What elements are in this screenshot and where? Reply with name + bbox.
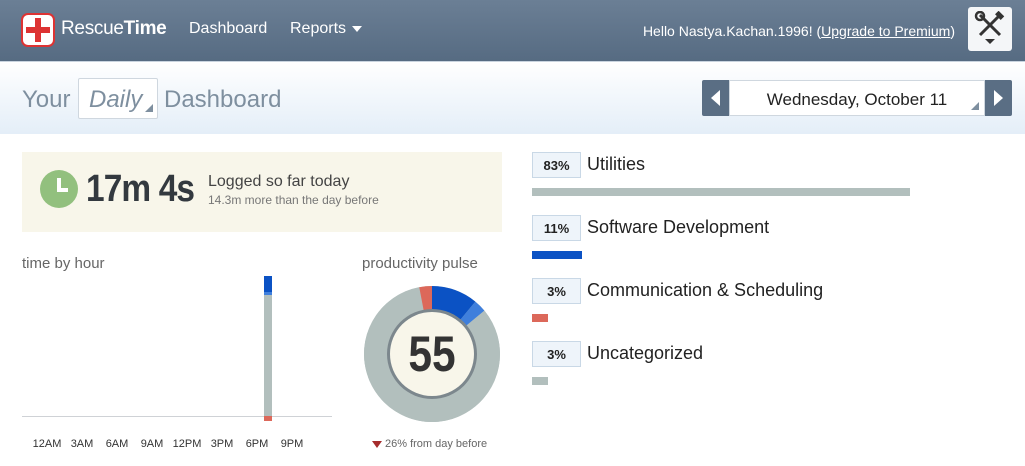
hour-label: 9PM	[280, 438, 304, 450]
hour-axis-labels: 12AM 3AM 6AM 9AM 12PM 3PM 6PM 9PM	[22, 438, 332, 452]
brand-name[interactable]: RescueTime	[61, 18, 167, 39]
category-bar	[532, 377, 548, 385]
category-name[interactable]: Utilities	[587, 154, 646, 174]
dropdown-corner-icon	[971, 102, 979, 110]
logged-time-comparison: 14.3m more than the day before	[208, 193, 379, 207]
category-name[interactable]: Software Development	[587, 217, 770, 237]
clock-icon	[40, 170, 78, 208]
donut-slice-neutral[interactable]	[364, 287, 500, 422]
productivity-pulse-donut[interactable]	[364, 286, 500, 422]
category-name[interactable]: Communication & Scheduling	[587, 280, 824, 300]
rescuetime-logo-icon[interactable]	[21, 13, 55, 47]
hour-label: 6AM	[105, 438, 129, 450]
user-greeting: Hello Nastya.Kachan.1996! (Upgrade to Pr…	[642, 23, 955, 39]
hour-bar-very-productive[interactable]	[264, 276, 272, 292]
arrow-right-icon	[994, 90, 1003, 106]
period-selector[interactable]: Daily	[78, 78, 158, 119]
previous-date-button[interactable]	[702, 80, 729, 116]
hour-label: 12AM	[32, 438, 62, 450]
category-name[interactable]: Uncategorized	[587, 343, 704, 363]
category-percent: 3%	[532, 341, 581, 367]
time-by-hour-title: time by hour	[22, 255, 105, 272]
hour-label: 3PM	[210, 438, 234, 450]
title-your: Your	[22, 86, 71, 113]
category-bar	[532, 314, 548, 322]
donut-center	[390, 312, 474, 396]
category-bar	[532, 251, 582, 259]
next-date-button[interactable]	[985, 80, 1012, 116]
hour-bar-productive[interactable]	[264, 292, 272, 295]
category-percent: 3%	[532, 278, 581, 304]
hour-label: 6PM	[245, 438, 269, 450]
dashboard-titlebar: Your Daily Dashboard Wednesday, October …	[0, 61, 1025, 134]
logged-time-value: 17m 4s	[86, 168, 195, 210]
hour-label: 9AM	[140, 438, 164, 450]
time-by-hour-chart[interactable]	[22, 272, 332, 422]
category-row[interactable]: 3% Communication & Scheduling	[532, 278, 1012, 328]
arrow-left-icon	[711, 90, 720, 106]
category-row[interactable]: 83% Utilities	[532, 152, 1012, 202]
category-percent: 83%	[532, 152, 581, 178]
nav-dashboard[interactable]: Dashboard	[189, 20, 268, 37]
category-row[interactable]: 11% Software Development	[532, 215, 1012, 265]
logged-time-panel: 17m 4s Logged so far today 14.3m more th…	[22, 152, 502, 232]
hour-label: 12PM	[172, 438, 202, 450]
hour-label: 3AM	[70, 438, 94, 450]
date-selector[interactable]: Wednesday, October 11	[729, 80, 985, 116]
upgrade-link[interactable]: Upgrade to Premium	[821, 23, 951, 39]
productivity-pulse-score: 55	[408, 326, 456, 382]
nav-reports[interactable]: Reports	[290, 20, 363, 38]
category-percent: 11%	[532, 215, 581, 241]
arrow-down-icon	[372, 440, 382, 448]
top-nav: RescueTime Dashboard Reports Hello Nasty…	[0, 0, 1025, 61]
productivity-pulse-change: 26% from day before	[372, 438, 487, 450]
category-bar	[532, 188, 910, 196]
dropdown-corner-icon	[145, 104, 153, 112]
chevron-down-icon	[352, 25, 363, 32]
chart-axis	[22, 416, 332, 417]
logged-time-label: Logged so far today	[208, 173, 350, 190]
tools-menu-button[interactable]	[968, 7, 1012, 51]
productivity-pulse-title: productivity pulse	[362, 255, 478, 272]
hour-bar-neutral[interactable]	[264, 292, 272, 416]
donut-slice-productive[interactable]	[459, 301, 485, 327]
tools-icon	[974, 11, 1005, 44]
donut-slice-distracting[interactable]	[419, 286, 432, 312]
hour-bar-distracting[interactable]	[264, 416, 272, 421]
title-dashboard: Dashboard	[164, 86, 282, 113]
category-row[interactable]: 3% Uncategorized	[532, 341, 1012, 391]
